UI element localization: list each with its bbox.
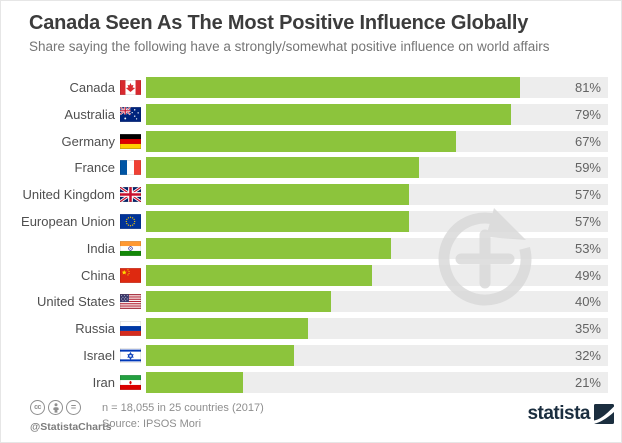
bar <box>146 265 373 286</box>
bar-row: China 49% <box>1 265 621 286</box>
value-label: 79% <box>574 107 601 122</box>
value-label: 21% <box>574 375 601 390</box>
bar-track: 57% <box>146 211 608 232</box>
value-label: 32% <box>574 348 601 363</box>
country-label: Russia <box>75 321 115 336</box>
bar-row: United States 40% <box>1 291 621 312</box>
value-label: 57% <box>574 187 601 202</box>
bar-track: 40% <box>146 291 608 312</box>
source-note: Source: IPSOS Mori <box>102 418 202 430</box>
country-label: European Union <box>21 214 115 229</box>
bar-row: Russia 35% <box>1 318 621 339</box>
bar-track: 81% <box>146 77 608 98</box>
bar-row: United Kingdom 57% <box>1 184 621 205</box>
value-label: 59% <box>574 160 601 175</box>
country-label: France <box>74 160 115 175</box>
country-label: Germany <box>61 134 115 149</box>
australia-flag-icon <box>120 107 141 122</box>
country-label: China <box>81 268 115 283</box>
license-icons: cc = <box>30 400 81 415</box>
bar-track: 59% <box>146 157 608 178</box>
russia-flag-icon <box>120 321 141 336</box>
chart-subtitle: Share saying the following have a strong… <box>29 39 550 54</box>
statista-wordmark: statista <box>527 403 590 424</box>
country-label: United Kingdom <box>22 187 116 202</box>
china-flag-icon <box>120 268 141 283</box>
eu-flag-icon <box>120 214 141 229</box>
uk-flag-icon <box>120 187 141 202</box>
bar-row: India 53% <box>1 238 621 259</box>
bar <box>146 131 456 152</box>
bar-row: European Union 57% <box>1 211 621 232</box>
usa-flag-icon <box>120 294 141 309</box>
france-flag-icon <box>120 160 141 175</box>
bar-row: Germany 67% <box>1 131 621 152</box>
bar <box>146 318 308 339</box>
bar-row: Australia 79% <box>1 104 621 125</box>
bar-chart: Canada 81% Australia 79% Germany 67% France 59%… <box>1 77 621 397</box>
india-flag-icon <box>120 241 141 256</box>
germany-flag-icon <box>120 134 141 149</box>
country-label: Australia <box>64 107 115 122</box>
bar <box>146 211 410 232</box>
country-label: Iran <box>92 375 115 390</box>
statista-logo: statista <box>527 403 614 425</box>
bar <box>146 184 410 205</box>
bar-track: 67% <box>146 131 608 152</box>
bar-row: Israel 32% <box>1 345 621 366</box>
bar-track: 79% <box>146 104 608 125</box>
bar-row: France 59% <box>1 157 621 178</box>
canada-flag-icon <box>120 80 141 95</box>
sample-note: n = 18,055 in 25 countries (2017) <box>102 402 264 414</box>
country-label: Canada <box>69 80 115 95</box>
value-label: 49% <box>574 268 601 283</box>
country-label: United States <box>36 294 115 309</box>
iran-flag-icon <box>120 375 141 390</box>
bar <box>146 345 294 366</box>
value-label: 81% <box>574 80 601 95</box>
bar <box>146 238 391 259</box>
bar-track: 49% <box>146 265 608 286</box>
value-label: 40% <box>574 294 601 309</box>
bar <box>146 77 521 98</box>
bar <box>146 291 331 312</box>
israel-flag-icon <box>120 348 141 363</box>
bar-track: 35% <box>146 318 608 339</box>
no-derivatives-icon: = <box>66 400 81 415</box>
country-label: India <box>86 241 115 256</box>
statista-logo-icon <box>594 404 614 424</box>
bar-track: 57% <box>146 184 608 205</box>
bar-track: 32% <box>146 345 608 366</box>
attribution-icon <box>48 400 63 415</box>
value-label: 35% <box>574 321 601 336</box>
bar <box>146 157 419 178</box>
value-label: 53% <box>574 241 601 256</box>
bar-track: 21% <box>146 372 608 393</box>
bar-track: 53% <box>146 238 608 259</box>
value-label: 57% <box>574 214 601 229</box>
bar-row: Iran 21% <box>1 372 621 393</box>
bar <box>146 104 511 125</box>
country-label: Israel <box>83 348 115 363</box>
bar <box>146 372 244 393</box>
statista-charts-handle: @StatistaCharts <box>30 421 112 433</box>
cc-icon: cc <box>30 400 45 415</box>
bar-row: Canada 81% <box>1 77 621 98</box>
value-label: 67% <box>574 134 601 149</box>
chart-title: Canada Seen As The Most Positive Influen… <box>29 12 529 34</box>
